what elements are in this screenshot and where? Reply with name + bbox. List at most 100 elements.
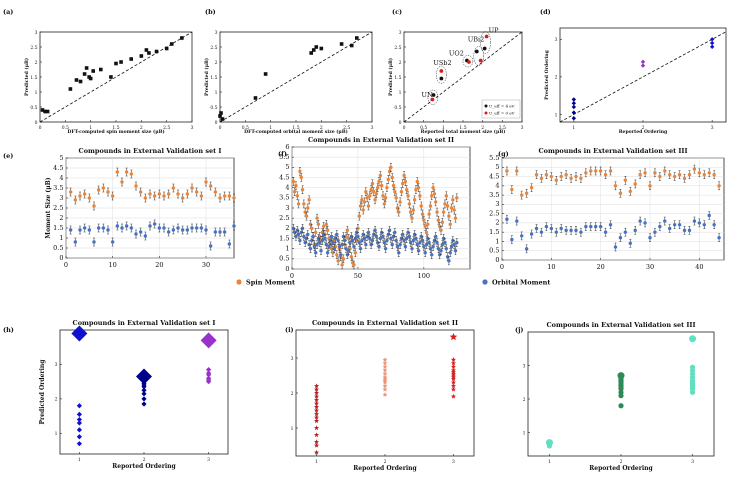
data-point <box>474 49 479 54</box>
data-point <box>349 255 354 259</box>
y-tick-label: 1.5 <box>210 75 217 81</box>
data-point <box>314 383 320 389</box>
data-point <box>448 251 452 255</box>
data-point <box>402 238 406 243</box>
data-point <box>358 204 363 208</box>
data-point <box>584 224 588 229</box>
data-point <box>180 196 185 200</box>
data-point <box>692 167 697 171</box>
y-tick-label: 3 <box>523 363 526 369</box>
data-point <box>220 117 225 121</box>
data-point <box>227 242 232 246</box>
data-point <box>712 172 716 177</box>
data-point <box>398 200 402 204</box>
data-point <box>339 253 343 257</box>
data-point <box>180 36 184 40</box>
x-axis-label: Reported Ordering <box>619 129 668 135</box>
data-point <box>357 240 361 245</box>
data-point <box>328 238 332 243</box>
data-point <box>424 230 429 235</box>
diagonal-line <box>559 31 727 123</box>
data-point <box>389 165 393 170</box>
data-point <box>141 387 147 393</box>
panel-e: 0 10 20 30 0 0.5 1 1.5 2 2.5 3 3.5 4 4.5 5 (e) Compounds… <box>3 147 236 269</box>
data-point <box>344 246 348 251</box>
data-point <box>372 190 376 194</box>
data-point <box>141 379 147 385</box>
x-tick-label: 3 <box>711 125 714 131</box>
data-point <box>315 216 319 220</box>
y-tick-label: 0.5 <box>394 105 401 111</box>
data-point <box>717 236 721 240</box>
y-tick-label: 3 <box>495 200 499 208</box>
data-point <box>424 242 429 247</box>
data-point <box>435 210 439 214</box>
y-tick-label: 1 <box>291 426 294 432</box>
data-point <box>436 246 441 251</box>
data-point <box>110 194 115 198</box>
data-point <box>114 61 118 66</box>
data-point <box>613 245 618 249</box>
data-point <box>349 43 354 48</box>
data-point <box>697 171 702 175</box>
data-point <box>439 69 444 73</box>
plot-bg <box>502 158 724 260</box>
diagonal-line <box>39 31 193 123</box>
data-point <box>416 249 421 253</box>
x-tick-label: 50 <box>354 272 362 280</box>
data-point <box>383 196 388 200</box>
chart-title: Compounds in External Validation set II <box>312 319 458 327</box>
x-tick-label: 1 <box>269 125 272 131</box>
data-point <box>311 48 316 52</box>
data-point <box>327 244 331 249</box>
data-point <box>82 192 87 196</box>
data-point <box>295 194 299 198</box>
data-point <box>379 183 384 188</box>
y-tick-label: 5.5 <box>489 154 499 162</box>
data-point <box>352 263 356 267</box>
chart-title: Compounds in External Validation set II <box>308 136 454 144</box>
x-tick-label: 1 <box>442 125 445 131</box>
data-point <box>40 108 45 112</box>
x-tick-label: 0 <box>500 263 504 271</box>
data-point <box>162 194 166 198</box>
data-point <box>452 208 456 212</box>
data-point <box>110 240 115 244</box>
x-tick-label: 10 <box>547 263 555 271</box>
data-point <box>393 230 397 235</box>
data-point <box>455 196 459 200</box>
data-point <box>692 219 697 223</box>
data-point <box>539 230 544 234</box>
data-point <box>436 218 441 222</box>
data-point <box>422 244 426 249</box>
data-point <box>702 223 706 227</box>
data-point <box>382 240 386 245</box>
data-point <box>312 244 317 249</box>
data-point <box>219 111 223 115</box>
y-tick-label: 4 <box>59 174 63 182</box>
x-tick-label: 0.5 <box>62 125 69 131</box>
data-point <box>96 188 101 192</box>
moment-legend: Spin Moment Orbital Moment <box>236 279 550 287</box>
x-tick-label: 2 <box>481 125 484 131</box>
data-point <box>310 226 314 231</box>
data-point <box>618 393 624 399</box>
data-point <box>321 224 326 228</box>
data-point <box>638 219 642 223</box>
y-tick-label: 3 <box>215 30 218 36</box>
data-point <box>129 57 133 61</box>
y-axis-label: Predicted (μB) <box>387 58 394 96</box>
panel-g: 0 10 20 30 40 00.5 11.52 2.533.54 4.555.5(g) Comp… <box>489 147 725 271</box>
data-point <box>439 76 444 81</box>
data-point <box>296 232 301 237</box>
data-point <box>76 403 82 409</box>
data-point <box>68 87 73 91</box>
y-tick-label: 2 <box>55 397 58 403</box>
data-point <box>709 40 715 46</box>
data-point <box>435 240 439 245</box>
data-point <box>381 234 385 239</box>
data-point <box>383 246 388 251</box>
data-point <box>345 228 350 233</box>
y-tick-label: 1 <box>35 90 38 96</box>
x-tick-label: 3 <box>207 457 210 463</box>
